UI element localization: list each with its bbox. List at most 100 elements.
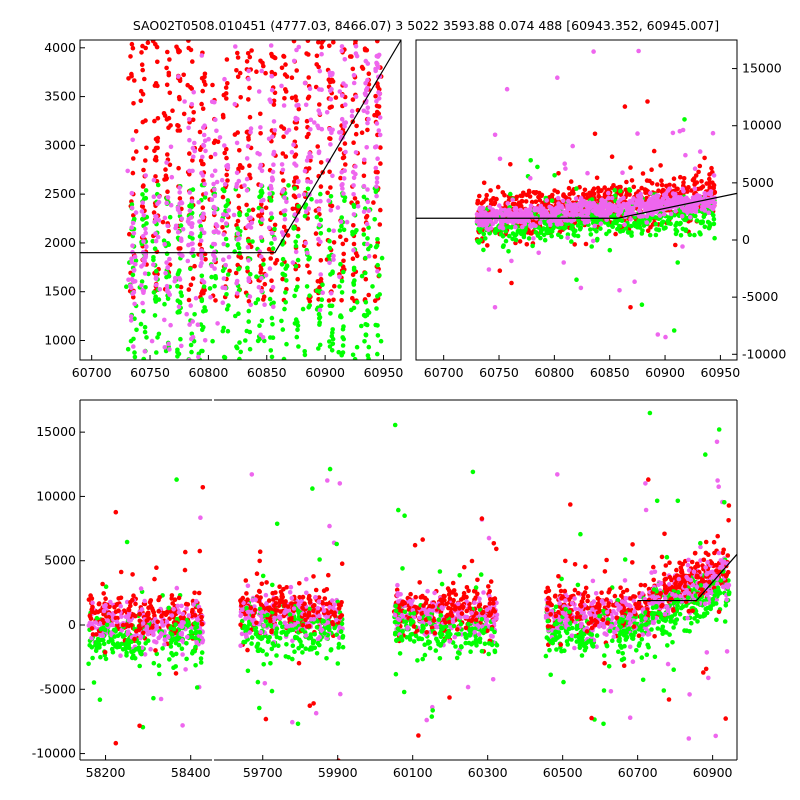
series-green-point — [175, 283, 180, 289]
series-violet-point — [190, 145, 196, 151]
series-violet-point — [635, 131, 640, 136]
series-violet-point — [655, 332, 661, 337]
series-green-point — [327, 245, 333, 251]
series-green-point — [535, 164, 540, 170]
series-violet-point — [548, 218, 553, 224]
series-violet-point — [175, 603, 180, 609]
series-green-point — [339, 621, 345, 627]
series-green-point — [483, 236, 488, 241]
series-red-point — [257, 558, 263, 564]
series-red-point — [293, 126, 299, 131]
series-violet-point — [303, 633, 309, 638]
series-green-point — [307, 255, 312, 261]
series-red-point — [681, 176, 687, 181]
series-violet-point — [679, 214, 685, 219]
series-violet-point — [588, 202, 593, 208]
series-green-point — [270, 641, 276, 646]
series-red-point — [306, 94, 312, 100]
series-green-point — [538, 235, 543, 241]
series-green-point — [339, 223, 344, 229]
series-violet-point — [591, 49, 596, 54]
series-green-point — [620, 228, 626, 233]
series-green-point — [538, 228, 544, 233]
series-green-point — [239, 618, 245, 624]
series-green-point — [366, 310, 372, 315]
series-green-point — [124, 284, 129, 290]
series-green-point — [610, 224, 615, 229]
series-green-point — [246, 238, 251, 244]
series-green-point — [653, 232, 659, 238]
series-green-point — [237, 340, 242, 345]
series-violet-point — [518, 207, 523, 213]
series-red-point — [364, 213, 370, 219]
series-violet-point — [261, 623, 267, 628]
series-green-point — [306, 305, 312, 310]
series-violet-point — [339, 44, 345, 49]
series-red-point — [247, 54, 253, 60]
series-red-point — [594, 175, 600, 181]
series-red-point — [707, 176, 712, 182]
series-red-point — [170, 108, 175, 113]
series-violet-point — [294, 218, 299, 223]
series-violet-point — [550, 213, 555, 219]
series-green-point — [293, 243, 299, 249]
series-red-point — [186, 297, 192, 303]
series-green-point — [87, 643, 92, 648]
series-red-point — [354, 123, 359, 129]
series-green-point — [500, 244, 506, 249]
series-violet-point — [246, 276, 251, 281]
series-red-point — [311, 701, 316, 706]
series-violet-point — [284, 130, 289, 135]
series-red-point — [305, 40, 311, 43]
series-green-point — [200, 327, 205, 333]
series-violet-point — [152, 219, 157, 225]
series-violet-point — [510, 197, 515, 203]
series-red-point — [155, 116, 161, 121]
series-green-point — [282, 212, 287, 218]
series-violet-point — [244, 176, 250, 182]
series-green-point — [199, 298, 205, 304]
series-violet-point — [188, 303, 193, 308]
series-red-point — [645, 99, 650, 104]
series-red-point — [622, 104, 628, 109]
series-violet-point — [189, 198, 195, 204]
series-violet-point — [234, 170, 240, 176]
series-violet-point — [288, 584, 294, 590]
series-violet-point — [296, 179, 301, 184]
series-violet-point — [187, 208, 193, 213]
series-red-point — [292, 179, 297, 184]
series-red-point — [651, 148, 657, 154]
series-green-point — [296, 204, 301, 209]
series-violet-point — [125, 631, 130, 637]
series-red-point — [596, 189, 601, 195]
series-violet-point — [248, 126, 254, 131]
series-violet-point — [303, 240, 309, 246]
series-violet-point — [269, 186, 274, 191]
series-violet-point — [282, 216, 288, 222]
series-violet-point — [167, 292, 172, 298]
series-green-point — [354, 344, 360, 350]
series-violet-point — [249, 220, 255, 226]
series-red-point — [169, 593, 175, 598]
series-green-point — [533, 230, 539, 235]
series-violet-point — [154, 623, 160, 629]
series-violet-point — [626, 201, 631, 206]
series-red-point — [247, 114, 253, 120]
series-green-point — [120, 647, 126, 652]
series-violet-point — [363, 58, 369, 64]
series-red-point — [139, 62, 145, 67]
series-red-point — [90, 632, 96, 637]
series-violet-point — [492, 305, 498, 310]
series-green-point — [513, 237, 519, 243]
series-red-point — [296, 660, 302, 666]
series-violet-point — [271, 119, 277, 124]
series-green-point — [363, 255, 368, 261]
series-red-point — [199, 614, 204, 620]
x-tick-label: 60950 — [364, 365, 404, 380]
series-red-point — [306, 610, 312, 615]
series-green-point — [359, 273, 365, 279]
series-red-point — [137, 611, 142, 617]
series-violet-point — [302, 80, 308, 86]
series-green-point — [629, 230, 634, 235]
figure-title: SAO02T0508.010451 (4777.03, 8466.07) 3 5… — [133, 18, 719, 33]
